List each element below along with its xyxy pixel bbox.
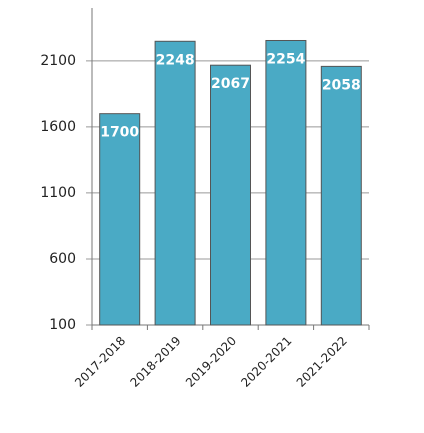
value-label: 2254 [266,51,305,67]
bar [265,39,307,326]
bar [154,40,196,326]
y-tick-label: 1100 [40,185,76,201]
bar [99,113,141,326]
x-tick-label: 2021-2022 [294,334,350,390]
value-label: 2067 [211,76,250,92]
x-tick-label: 2019-2020 [183,334,239,390]
value-label: 2248 [156,52,195,68]
x-tick-label: 2018-2019 [128,334,184,390]
bar [320,65,362,326]
x-tick-label: 2020-2021 [238,334,294,390]
y-tick-label: 2100 [40,53,76,69]
y-tick-label: 1600 [40,119,76,135]
y-tick-label: 100 [49,317,76,333]
x-tick-label: 2017-2018 [72,334,128,390]
bar [210,64,251,326]
value-label: 2058 [322,77,361,93]
value-label: 1700 [100,125,139,141]
y-tick-label: 600 [49,251,76,267]
